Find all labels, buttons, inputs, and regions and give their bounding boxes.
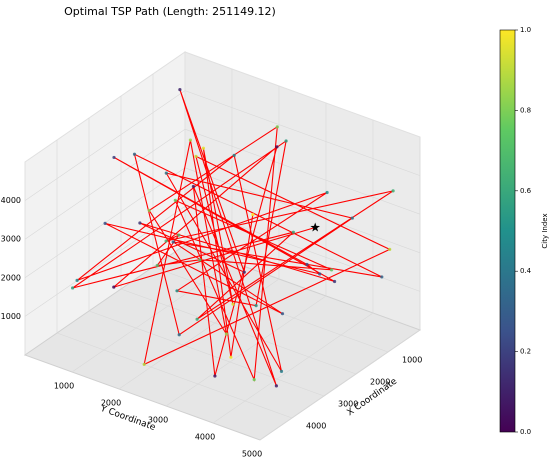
city — [177, 333, 181, 337]
colorbar-tick-label: 0.6 — [520, 187, 532, 195]
city — [155, 263, 159, 268]
city — [112, 285, 116, 289]
city — [284, 139, 288, 143]
x-tick-label: 4000 — [306, 422, 326, 431]
city — [201, 146, 205, 150]
grid-line — [71, 261, 233, 373]
x-tick-label: 1000 — [402, 356, 422, 365]
grid-line — [184, 128, 421, 215]
z-tick-label: 1000 — [1, 312, 21, 321]
colorbar-tick-label: 1.0 — [520, 26, 531, 34]
colorbar — [499, 29, 516, 433]
city — [274, 384, 278, 388]
city — [112, 155, 116, 160]
city — [132, 152, 137, 156]
city — [388, 247, 392, 251]
y-tick-label: 1000 — [54, 382, 74, 391]
city — [254, 304, 258, 308]
y-tick-label: 4000 — [195, 433, 215, 442]
city — [71, 286, 75, 290]
grid-line — [24, 90, 186, 201]
x-tick-label: 2000 — [370, 378, 390, 387]
grid-line — [88, 310, 325, 397]
grid-line — [120, 288, 357, 375]
city — [164, 171, 168, 175]
city — [138, 221, 142, 225]
grid-line — [184, 167, 421, 254]
city — [164, 239, 168, 243]
city — [330, 268, 334, 272]
city — [103, 221, 107, 225]
grid-line — [212, 312, 374, 424]
city — [75, 278, 79, 282]
city — [173, 198, 177, 202]
city — [178, 88, 182, 92]
city — [175, 289, 179, 293]
grid-line — [24, 128, 186, 240]
city — [191, 184, 195, 189]
city — [350, 216, 354, 220]
city — [147, 208, 151, 213]
city — [325, 190, 329, 195]
colorbar-tick-label: 0.2 — [520, 348, 531, 356]
city — [279, 369, 284, 373]
colorbar-tick-label: 0.8 — [520, 106, 531, 114]
city — [171, 240, 175, 244]
city — [280, 312, 285, 316]
y-tick-label: 2000 — [101, 399, 121, 408]
z-tick-label: 4000 — [1, 196, 21, 205]
start-city — [310, 222, 320, 232]
city — [275, 125, 279, 129]
city — [224, 332, 228, 336]
grid-line — [259, 329, 421, 441]
city — [142, 362, 146, 366]
z-tick-label: 2000 — [1, 273, 21, 282]
grid-line — [165, 295, 327, 407]
grid-line — [184, 90, 421, 176]
x-tick-label: 3000 — [338, 400, 358, 409]
city — [232, 153, 236, 157]
colorbar-label: City Index — [541, 213, 549, 248]
city — [305, 262, 309, 267]
city — [242, 270, 246, 274]
city — [333, 279, 337, 284]
z-tick-label: 3000 — [1, 235, 21, 244]
city — [194, 154, 198, 158]
city — [275, 145, 279, 149]
city — [318, 272, 322, 276]
grid-line — [118, 278, 280, 390]
y-tick-label: 5000 — [242, 450, 262, 459]
city — [231, 302, 235, 306]
city — [391, 189, 395, 193]
city — [195, 317, 199, 321]
colorbar-tick-label: 0.0 — [520, 428, 531, 436]
city — [380, 275, 384, 279]
city — [213, 374, 217, 378]
chart-title: Optimal TSP Path (Length: 251149.12) — [64, 5, 276, 18]
city — [177, 233, 181, 237]
city — [229, 355, 233, 359]
city — [252, 378, 256, 382]
city — [198, 258, 202, 262]
city — [188, 138, 192, 142]
grid-line — [56, 332, 293, 419]
tsp-path — [72, 89, 394, 387]
city — [291, 230, 295, 234]
y-tick-label: 3000 — [148, 416, 168, 425]
colorbar-tick-label: 0.4 — [520, 267, 532, 275]
city — [251, 213, 255, 217]
